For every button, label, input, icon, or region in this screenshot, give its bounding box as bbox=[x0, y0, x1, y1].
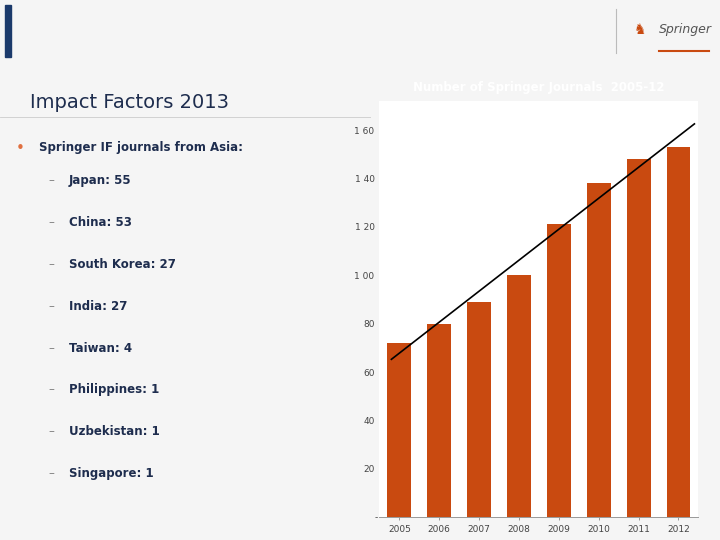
Text: Philippines: 1: Philippines: 1 bbox=[68, 383, 159, 396]
Text: –: – bbox=[48, 342, 54, 355]
Text: –: – bbox=[48, 174, 54, 187]
Text: –: – bbox=[48, 258, 54, 271]
Bar bbox=[5, 5, 11, 57]
Bar bbox=[427, 323, 451, 517]
Text: Number of Springer Journals  2005-12: Number of Springer Journals 2005-12 bbox=[413, 82, 665, 94]
Text: –: – bbox=[48, 300, 54, 313]
Text: -: - bbox=[374, 513, 378, 522]
Text: Springer IF journals from Asia:: Springer IF journals from Asia: bbox=[39, 141, 243, 154]
Bar bbox=[387, 343, 411, 517]
Bar bbox=[547, 225, 571, 517]
Text: Japan: 55: Japan: 55 bbox=[68, 174, 131, 187]
Text: Springer: Springer bbox=[659, 23, 712, 36]
Bar bbox=[467, 302, 491, 517]
Bar bbox=[587, 183, 611, 517]
Text: –: – bbox=[48, 383, 54, 396]
Bar bbox=[626, 159, 651, 517]
Text: –: – bbox=[48, 467, 54, 480]
Text: India: 27: India: 27 bbox=[68, 300, 127, 313]
Text: Impact Factors 2013: Impact Factors 2013 bbox=[30, 93, 229, 112]
Text: South Korea: 27: South Korea: 27 bbox=[68, 258, 176, 271]
Text: China: 53: China: 53 bbox=[68, 216, 132, 229]
Text: Uzbekistan: 1: Uzbekistan: 1 bbox=[68, 426, 159, 438]
Text: –: – bbox=[48, 216, 54, 229]
Text: Taiwan: 4: Taiwan: 4 bbox=[68, 342, 132, 355]
Text: ♞: ♞ bbox=[634, 23, 646, 37]
Text: Singapore: 1: Singapore: 1 bbox=[68, 467, 153, 480]
Text: –: – bbox=[48, 426, 54, 438]
Bar bbox=[507, 275, 531, 517]
Text: •: • bbox=[16, 141, 24, 156]
Bar bbox=[667, 147, 690, 517]
